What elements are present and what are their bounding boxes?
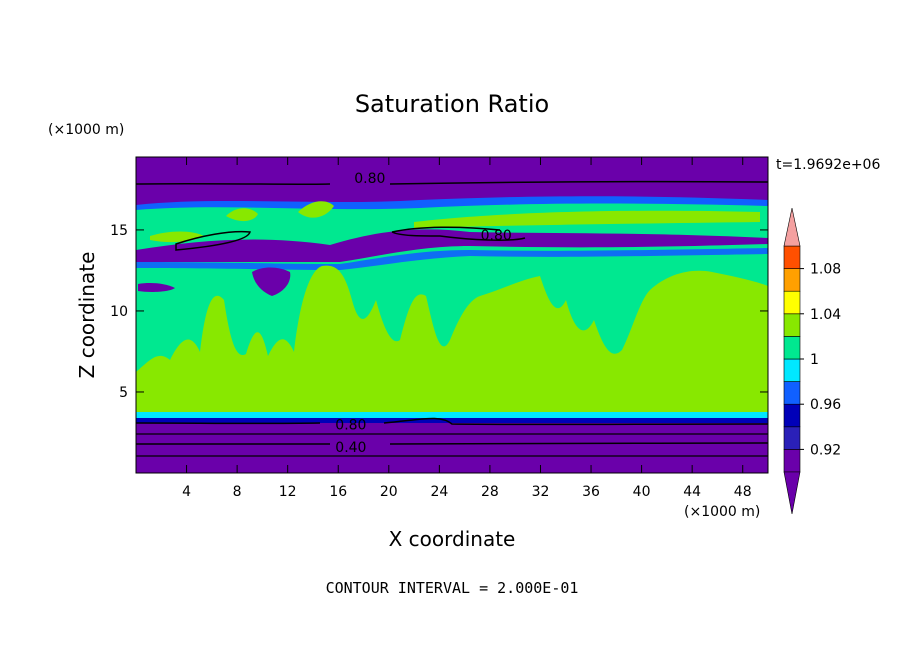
field-green-blob-upper-1 bbox=[226, 208, 258, 222]
y-tick-label: 15 bbox=[110, 223, 128, 239]
y-tick-label: 5 bbox=[119, 385, 128, 401]
x-tick-label: 4 bbox=[182, 484, 191, 500]
colorbar-segment bbox=[783, 268, 801, 292]
contour-interval-footer: CONTOUR INTERVAL = 2.000E-01 bbox=[326, 579, 579, 597]
contour-label: 0.80 bbox=[354, 171, 385, 187]
x-tick-label: 20 bbox=[380, 484, 398, 500]
colorbar-tick-label: 1 bbox=[810, 352, 819, 368]
y-axis-label: Z coordinate bbox=[75, 252, 99, 379]
x-tick-label: 32 bbox=[532, 484, 550, 500]
x-tick-label: 44 bbox=[683, 484, 701, 500]
colorbar-tick-label: 0.92 bbox=[810, 442, 841, 458]
field-green-blob-upper-3 bbox=[414, 210, 760, 228]
x-axis-ticks: 4 8 12 16 20 24 28 32 36 40 44 48 bbox=[182, 157, 752, 500]
field-dry-band-blue-edge bbox=[136, 248, 768, 270]
contour-line-080-middle bbox=[391, 226, 526, 241]
colorbar-over-arrow bbox=[783, 207, 801, 247]
field-purple-lower bbox=[136, 423, 768, 473]
x-tick-label: 48 bbox=[734, 484, 752, 500]
plot-frame bbox=[135, 156, 769, 474]
y-axis-ticks: 5 10 15 bbox=[110, 223, 768, 401]
contour-label: 0.80 bbox=[481, 228, 512, 244]
x-tick-label: 36 bbox=[582, 484, 600, 500]
field-dry-patch-center bbox=[252, 267, 291, 296]
x-tick-label: 16 bbox=[329, 484, 347, 500]
chart-title: Saturation Ratio bbox=[355, 90, 549, 118]
x-axis-label: X coordinate bbox=[389, 527, 516, 551]
contour-plot-area: 0.80 0.80 0.80 0.40 bbox=[136, 157, 768, 473]
time-label: t=1.9692e+06 bbox=[776, 157, 880, 173]
y-tick-label: 10 bbox=[110, 304, 128, 320]
colorbar-segment bbox=[783, 313, 801, 337]
colorbar-segment bbox=[783, 403, 801, 428]
colorbar-segment bbox=[783, 449, 801, 473]
x-tick-label: 24 bbox=[430, 484, 448, 500]
contour-line-040 bbox=[136, 442, 768, 445]
colorbar-under-arrow bbox=[783, 471, 801, 515]
y-unit-label: (×1000 m) bbox=[48, 122, 124, 138]
contour-label: 0.80 bbox=[335, 417, 366, 433]
field-green-blob-upper-2 bbox=[298, 201, 334, 218]
contour-labels: 0.80 0.80 0.80 0.40 bbox=[335, 171, 512, 456]
field-blue-base bbox=[136, 418, 768, 423]
field-cyan-strip bbox=[136, 412, 768, 418]
contour-line-080-bottom bbox=[136, 417, 768, 426]
colorbar: 0.92 0.96 1 1.04 1.08 bbox=[783, 207, 841, 515]
colorbar-tick-label: 0.96 bbox=[810, 397, 841, 413]
x-unit-label: (×1000 m) bbox=[684, 504, 760, 520]
contour-label: 0.40 bbox=[335, 440, 366, 456]
colorbar-segment bbox=[783, 336, 801, 360]
colorbar-tick-label: 1.08 bbox=[810, 262, 841, 278]
colorbar-tick-label: 1.04 bbox=[810, 307, 841, 323]
field-dry-band-upper bbox=[136, 229, 768, 262]
colorbar-segment bbox=[783, 290, 801, 315]
colorbar-segment bbox=[783, 426, 801, 450]
x-tick-label: 12 bbox=[279, 484, 297, 500]
field-green-columns bbox=[136, 265, 768, 416]
x-tick-label: 28 bbox=[481, 484, 499, 500]
contour-line-080-left bbox=[175, 230, 251, 251]
field-dry-patch-left bbox=[138, 283, 175, 292]
colorbar-segment bbox=[783, 381, 801, 405]
x-tick-label: 8 bbox=[233, 484, 242, 500]
colorbar-segment bbox=[783, 245, 801, 269]
contour-line-080-top bbox=[136, 180, 768, 186]
colorbar-segment bbox=[783, 358, 801, 382]
x-tick-label: 40 bbox=[633, 484, 651, 500]
